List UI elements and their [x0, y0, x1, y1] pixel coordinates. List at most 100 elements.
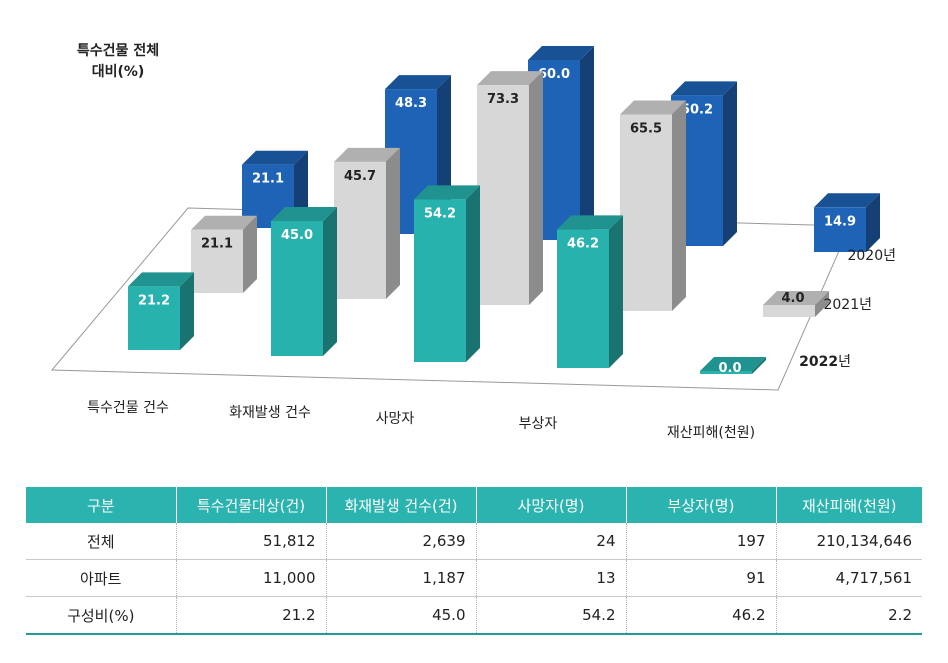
- data-label: 14.9: [824, 214, 856, 229]
- table-cell: 아파트: [26, 559, 176, 597]
- bar-side: [752, 357, 766, 374]
- data-label: 50.2: [681, 102, 713, 117]
- table-cell: 21.2: [175, 596, 326, 635]
- bar-side: [466, 185, 480, 362]
- table-cell: 1,187: [325, 559, 476, 597]
- data-label: 45.7: [344, 169, 376, 184]
- series-label: 2022년: [799, 354, 851, 370]
- table-header-cell: 부상자(명): [625, 487, 776, 523]
- bar-side: [866, 193, 880, 252]
- data-label: 60.0: [538, 67, 570, 82]
- bar: [271, 207, 337, 356]
- bar-top: [620, 100, 686, 115]
- table-header-cell: 사망자(명): [475, 487, 626, 523]
- bar-front: [814, 207, 866, 252]
- bar-side: [323, 207, 337, 356]
- data-label: 65.5: [630, 122, 662, 137]
- table-cell: 54.2: [475, 596, 626, 635]
- bar-front: [620, 114, 672, 311]
- bar-front: [128, 286, 180, 350]
- bar-front: [477, 85, 529, 305]
- chart-title: 대비(%): [92, 64, 145, 80]
- data-label: 21.1: [252, 172, 284, 187]
- bar: [128, 272, 194, 350]
- bar-front: [557, 229, 609, 368]
- bar-front: [700, 371, 752, 374]
- bar-side: [723, 81, 737, 247]
- category-label: 사망자: [376, 411, 415, 427]
- category-label: 화재발생 건수: [229, 405, 311, 421]
- bar-front: [271, 221, 323, 356]
- data-label: 4.0: [781, 291, 804, 306]
- bar-top: [814, 193, 880, 208]
- table-cell: 91: [625, 559, 776, 597]
- table-cell: 2,639: [325, 523, 476, 560]
- data-label: 45.0: [281, 228, 313, 243]
- bar: [334, 147, 400, 299]
- bar-top: [477, 71, 543, 86]
- category-label: 특수건물 건수: [87, 400, 169, 416]
- bar-side: [243, 215, 257, 293]
- bar-front: [191, 229, 243, 293]
- bar-front: [763, 305, 815, 317]
- bar: [814, 193, 880, 252]
- bar-top: [763, 291, 829, 305]
- chart-title: 특수건물 전체: [77, 42, 159, 59]
- bar-side: [180, 272, 194, 350]
- bar-side: [529, 71, 543, 305]
- table-cell: 구성비(%): [26, 596, 176, 635]
- data-label: 54.2: [424, 206, 456, 221]
- bar-side: [580, 46, 594, 240]
- bar: [414, 185, 480, 362]
- series-label: 2021년: [823, 297, 872, 313]
- data-label: 21.2: [138, 293, 170, 308]
- bar: [557, 215, 623, 368]
- table-cell: 24: [475, 523, 626, 560]
- category-label: 부상자: [519, 416, 558, 432]
- table-row: 아파트 11,000 1,187 13 91 4,717,561: [26, 559, 922, 597]
- bar-front: [414, 199, 466, 362]
- bar-top: [334, 147, 400, 162]
- table-cell: 4,717,561: [775, 559, 922, 597]
- table-header-cell: 재산피해(천원): [775, 487, 922, 523]
- table-header-cell: 구분: [26, 487, 176, 523]
- bar-top: [385, 75, 451, 90]
- bar-top: [191, 215, 257, 230]
- data-label: 73.3: [487, 92, 519, 107]
- table-cell: 197: [625, 523, 776, 560]
- bar: [620, 100, 686, 311]
- bar-front: [334, 161, 386, 299]
- bar-top: [242, 150, 308, 165]
- series-label: 2020년: [847, 248, 896, 264]
- table-cell: 45.0: [325, 596, 476, 635]
- bar-top: [128, 272, 194, 287]
- bar-chart-3d: 21.1 48.3 60.0 50.2 14.9 21.1 45.7 73.3 65.5 4.0 2…: [50, 42, 896, 441]
- bar-top: [671, 81, 737, 96]
- data-table: 구분 특수건물대상(건) 화재발생 건수(건) 사망자(명) 부상자(명) 재산…: [26, 487, 922, 635]
- data-label: 46.2: [567, 236, 599, 251]
- table-header-cell: 화재발생 건수(건): [325, 487, 476, 523]
- table-cell: 51,812: [175, 523, 326, 560]
- bar-side: [815, 291, 829, 317]
- bar-top: [271, 207, 337, 221]
- bar-top: [414, 185, 480, 200]
- data-label: 48.3: [395, 96, 427, 111]
- bar-side: [609, 215, 623, 368]
- table-header-cell: 특수건물대상(건): [175, 487, 326, 523]
- category-label: 재산피해(천원): [667, 425, 755, 441]
- table-cell: 2.2: [775, 596, 922, 635]
- table-cell: 11,000: [175, 559, 326, 597]
- bar: [700, 357, 766, 374]
- bar-top: [700, 357, 766, 371]
- table-row: 전체 51,812 2,639 24 197 210,134,646: [26, 523, 922, 560]
- bar: [763, 291, 829, 317]
- bar: [477, 71, 543, 305]
- table-cell: 210,134,646: [775, 523, 922, 560]
- data-label: 0.0: [718, 361, 741, 376]
- bar-side: [386, 147, 400, 299]
- bar-side: [672, 100, 686, 311]
- table-cell: 전체: [26, 523, 176, 560]
- data-label: 21.1: [201, 237, 233, 252]
- bar: [191, 215, 257, 293]
- table-cell: 46.2: [625, 596, 776, 635]
